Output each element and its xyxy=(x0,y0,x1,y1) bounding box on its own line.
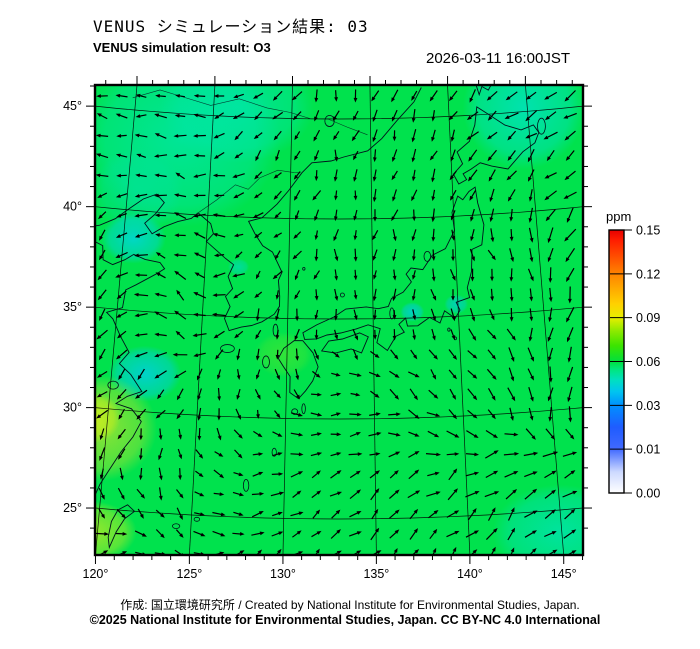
ozone-anomaly xyxy=(400,302,425,322)
ozone-anomaly xyxy=(101,213,166,264)
colorbar-tick-label: 0.12 xyxy=(636,267,660,281)
ozone-anomaly xyxy=(492,484,583,555)
ozone-anomaly xyxy=(444,294,469,315)
island-oki xyxy=(339,292,345,298)
coastline-shikoku xyxy=(320,332,369,354)
island-khanka xyxy=(324,114,335,127)
island-jeju xyxy=(220,344,235,353)
lon-tick-label: 120° xyxy=(83,567,109,581)
colorbar-tick-label: 0.15 xyxy=(636,224,660,238)
map-frame xyxy=(93,83,585,557)
island-amami xyxy=(271,447,277,457)
coastline-kyushu xyxy=(277,340,319,400)
colorbar-tick-label: 0.06 xyxy=(636,355,660,369)
ozone-anomaly xyxy=(254,331,313,377)
parallel-line xyxy=(95,407,583,420)
lon-tick-label: 135° xyxy=(363,567,389,581)
island-kunashiri xyxy=(537,117,546,135)
meridian-line xyxy=(282,85,293,555)
colorbar-unit-label: ppm xyxy=(606,209,631,224)
lat-tick-label: 35° xyxy=(63,300,82,314)
meridian-line xyxy=(447,85,471,555)
island-izu-oshima xyxy=(447,327,451,332)
island-yakushima xyxy=(291,408,299,415)
colorbar-tick-label: 0.00 xyxy=(636,487,660,501)
colorbar: ppm 0.15 0.12 0.09 0.06 0.03 0.01 0.00 xyxy=(606,209,660,501)
axis-labels: 120° 125° 130° 135° 140° 145° 25° 30° 35° 40° 45° xyxy=(63,99,577,581)
lon-tick-label: 145° xyxy=(551,567,577,581)
island-goto xyxy=(262,355,270,369)
coastline-korea-russia-coast xyxy=(197,87,422,332)
colorbar-tick-label: 0.03 xyxy=(636,399,660,413)
ozone-anomaly xyxy=(95,148,183,233)
page-title-japanese: VENUS シミュレーション結果: 03 xyxy=(93,17,369,36)
island-sado xyxy=(423,251,432,262)
copyright-line: ©2025 National Institute for Environment… xyxy=(89,613,601,627)
lon-tick-label: 130° xyxy=(270,567,296,581)
parallel-line xyxy=(95,206,583,220)
island-taihu xyxy=(107,380,119,390)
page-title-english: VENUS simulation result: O3 xyxy=(93,40,271,55)
coastline-hokkaido xyxy=(452,106,540,185)
lat-tick-label: 45° xyxy=(63,99,82,113)
parallel-line xyxy=(95,507,583,520)
ozone-anomaly xyxy=(160,85,314,163)
wind-vectors xyxy=(95,89,578,555)
ozone-anomaly xyxy=(228,258,250,276)
island-ulleung xyxy=(302,266,306,271)
forecast-timestamp: 2026-03-11 16:00JST xyxy=(426,50,570,67)
meridian-line xyxy=(369,85,377,555)
lat-tick-label: 25° xyxy=(63,501,82,515)
lon-tick-label: 125° xyxy=(176,567,202,581)
ozone-anomaly xyxy=(95,501,137,555)
coastline-sakhalin xyxy=(475,85,492,97)
island-hongze xyxy=(87,336,94,346)
axis-ticks xyxy=(86,76,592,564)
credit-line-1: 作成: 国立環境研究所 / Created by National Instit… xyxy=(120,598,580,612)
river-yalu-tumen xyxy=(197,169,301,214)
coastline-taiwan xyxy=(107,504,136,550)
island-miyako xyxy=(193,516,201,522)
island-penghu xyxy=(88,535,92,541)
parallel-line xyxy=(95,105,583,120)
island-ishigaki xyxy=(171,523,181,529)
colorbar-tick-label: 0.01 xyxy=(636,443,660,457)
map-content xyxy=(87,85,583,555)
lat-tick-label: 40° xyxy=(63,200,82,214)
lon-tick-label: 140° xyxy=(457,567,483,581)
ozone-anomaly xyxy=(462,85,583,170)
lat-tick-label: 30° xyxy=(63,401,82,415)
colorbar-tick-label: 0.09 xyxy=(636,311,660,325)
island-okinawa xyxy=(242,478,250,492)
island-tanegashima xyxy=(301,403,306,415)
